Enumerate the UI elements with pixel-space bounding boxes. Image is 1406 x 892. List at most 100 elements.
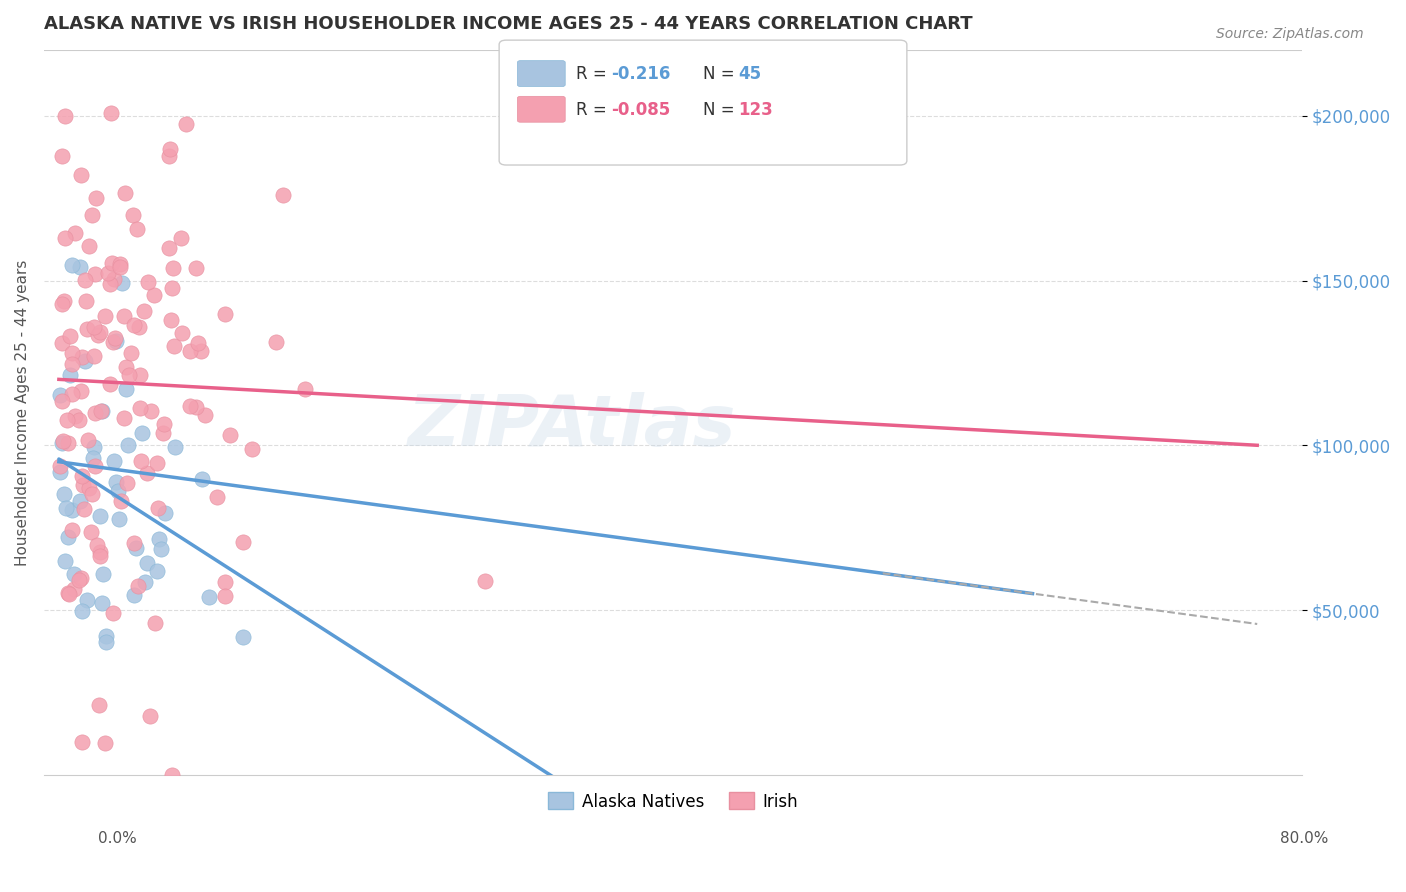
Point <box>70 604 93 618</box>
Point <box>83 267 105 281</box>
Point <box>76 433 98 447</box>
Point <box>101 607 124 621</box>
Point <box>159 313 181 327</box>
Point <box>53 486 76 500</box>
Point <box>96 634 118 648</box>
Point <box>55 109 77 123</box>
Text: -0.085: -0.085 <box>612 101 671 119</box>
Point <box>114 186 136 201</box>
Point <box>69 571 91 585</box>
Point <box>120 345 142 359</box>
Point <box>63 409 86 423</box>
Point <box>89 549 111 564</box>
Point <box>139 709 162 723</box>
Point <box>80 208 103 222</box>
Point <box>124 541 146 555</box>
Text: R =: R = <box>576 65 613 83</box>
Point <box>108 260 131 274</box>
Point <box>146 501 169 516</box>
Text: N =: N = <box>703 101 740 119</box>
Point <box>214 590 236 604</box>
Point <box>110 493 132 508</box>
Point <box>77 482 100 496</box>
Point <box>108 511 131 525</box>
Point <box>150 542 173 557</box>
Point <box>94 309 117 323</box>
Point <box>79 525 101 540</box>
Point <box>118 368 141 383</box>
Point <box>191 472 214 486</box>
Point <box>56 436 79 450</box>
Point <box>100 377 122 392</box>
Point <box>58 329 80 343</box>
Y-axis label: Householder Income Ages 25 - 44 years: Householder Income Ages 25 - 44 years <box>15 260 30 566</box>
Point <box>115 476 138 491</box>
Point <box>121 208 143 222</box>
Legend: Alaska Natives, Irish: Alaska Natives, Irish <box>541 786 804 817</box>
Point <box>60 346 83 360</box>
Point <box>94 629 117 643</box>
Point <box>197 590 219 604</box>
Point <box>51 149 73 163</box>
Point <box>143 615 166 630</box>
Point <box>129 454 152 468</box>
Point <box>115 359 138 374</box>
Point <box>86 191 108 205</box>
Point <box>112 410 135 425</box>
Point <box>89 509 111 524</box>
Point <box>112 310 135 324</box>
Point <box>69 493 91 508</box>
Point <box>159 142 181 156</box>
Point <box>101 255 124 269</box>
Point <box>174 117 197 131</box>
Point <box>60 258 83 272</box>
Point <box>75 293 97 308</box>
Point <box>107 483 129 498</box>
Point <box>90 404 112 418</box>
Point <box>73 353 96 368</box>
Point <box>127 579 149 593</box>
Point <box>105 334 128 348</box>
Text: 45: 45 <box>738 65 761 83</box>
Point <box>132 304 155 318</box>
Point <box>70 735 93 749</box>
Point <box>194 409 217 423</box>
Point <box>214 306 236 320</box>
Point <box>63 226 86 240</box>
Point <box>232 630 254 644</box>
Point <box>153 417 176 431</box>
Point <box>83 440 105 454</box>
Point <box>91 567 114 582</box>
Point <box>90 404 112 418</box>
Point <box>179 399 201 413</box>
Text: -0.216: -0.216 <box>612 65 671 83</box>
Point <box>62 386 84 401</box>
Point <box>157 241 180 255</box>
Point <box>101 334 124 349</box>
Point <box>190 343 212 358</box>
Point <box>56 412 79 426</box>
Point <box>111 276 134 290</box>
Point <box>80 487 103 501</box>
Point <box>73 502 96 516</box>
Point <box>58 587 80 601</box>
Point <box>76 321 98 335</box>
Point <box>122 318 145 333</box>
Point <box>51 297 73 311</box>
Point <box>56 530 79 544</box>
Point <box>49 387 72 401</box>
Point <box>129 401 152 416</box>
Point <box>131 426 153 441</box>
Point <box>184 400 207 414</box>
Point <box>55 500 77 515</box>
Text: 80.0%: 80.0% <box>1281 831 1329 846</box>
Point <box>125 222 148 236</box>
Point <box>136 557 159 571</box>
Point <box>84 407 107 421</box>
Point <box>62 357 84 371</box>
Point <box>187 335 209 350</box>
Point <box>55 230 77 244</box>
Point <box>89 698 111 712</box>
Text: Source: ZipAtlas.com: Source: ZipAtlas.com <box>1216 27 1364 41</box>
Point <box>103 272 125 286</box>
